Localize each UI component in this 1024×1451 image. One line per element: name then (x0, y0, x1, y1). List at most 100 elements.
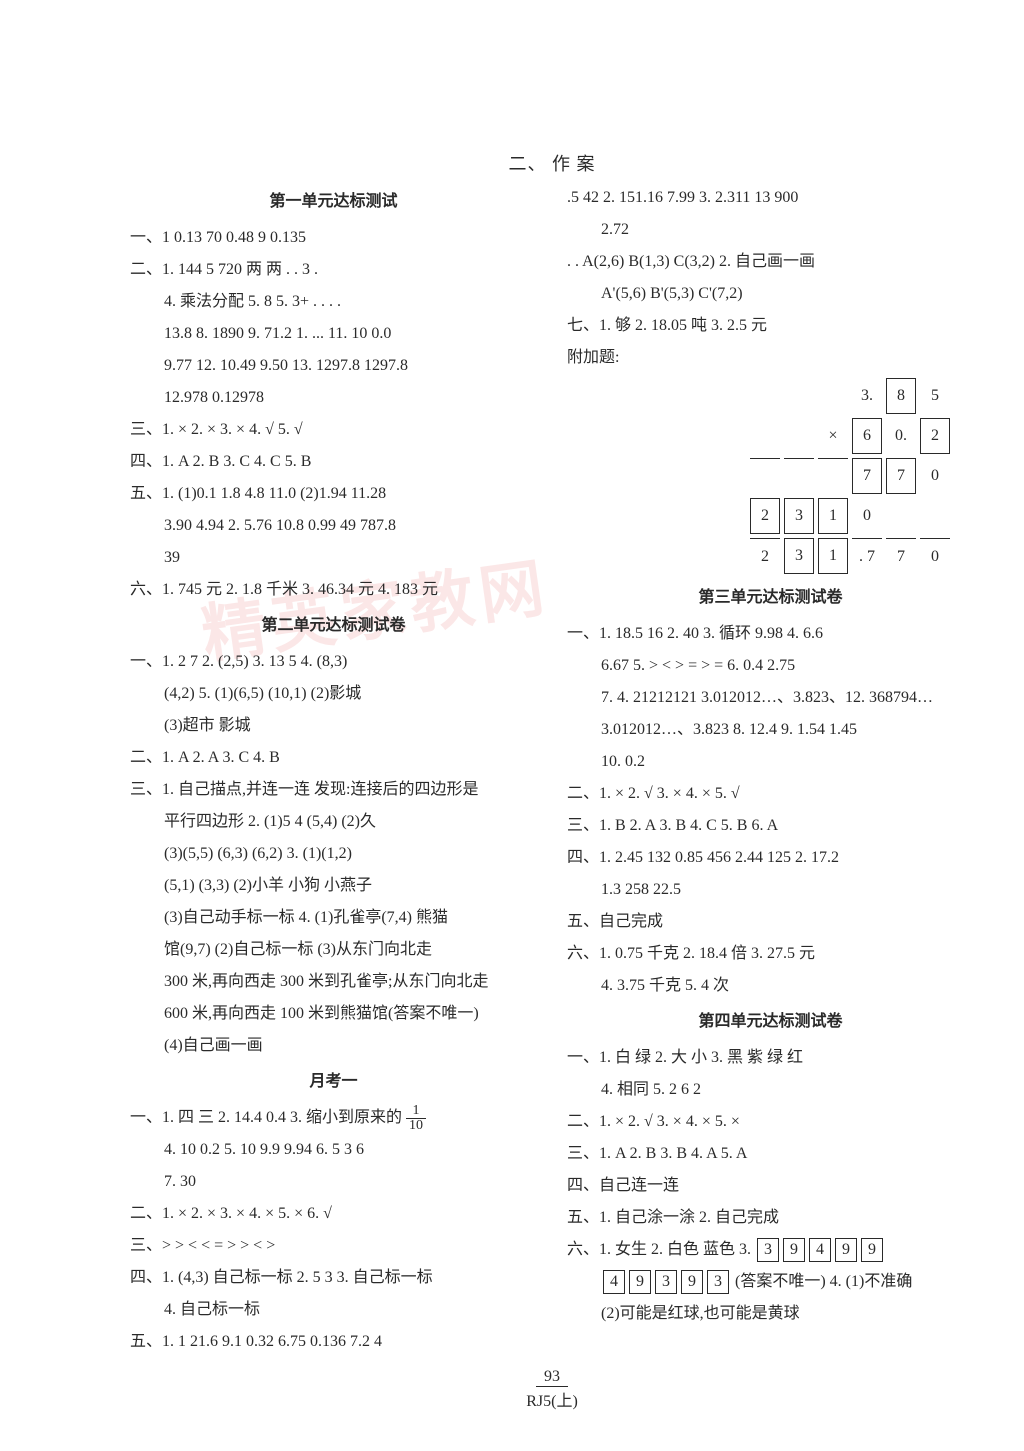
text-line: 12.978 0.12978 (130, 382, 537, 414)
text-line: 4. 3.75 千克 5. 4 次 (567, 970, 974, 1002)
digit-box: 9 (681, 1270, 703, 1294)
text-fragment: 一、1. 四 三 2. 14.4 0.4 3. 缩小到原来的 (130, 1109, 402, 1126)
text-line: 三、1. B 2. A 3. B 4. C 5. B 6. A (567, 810, 974, 842)
text-line: 1.3 258 22.5 (567, 874, 974, 906)
text-line: 五、1. 自己涂一涂 2. 自己完成 (567, 1202, 974, 1234)
text-line: 二、1. × 2. × 3. × 4. × 5. × 6. √ (130, 1198, 537, 1230)
cell: 2 (750, 538, 780, 574)
text-line: 7. 30 (130, 1166, 537, 1198)
text-fragment: 六、1. 女生 2. 白色 蓝色 3. (567, 1241, 751, 1258)
digit-box: 9 (629, 1270, 651, 1294)
text-line: 4. 乘法分配 5. 8 5. 3+ . . . . (130, 286, 537, 318)
text-line: (3)超市 影城 (130, 710, 537, 742)
cell: 0. (886, 418, 916, 454)
text-line: 四、自己连一连 (567, 1170, 974, 1202)
text-fragment: (答案不唯一) 4. (1)不准确 (735, 1273, 912, 1290)
text-line: 五、1. (1)0.1 1.8 4.8 11.0 (2)1.94 11.28 (130, 478, 537, 510)
page-footer: 93 RJ5(上) (130, 1368, 974, 1411)
cell (818, 378, 848, 414)
text-line: (3)(5,5) (6,3) (6,2) 3. (1)(1,2) (130, 838, 537, 870)
text-line: 三、1. × 2. × 3. × 4. √ 5. √ (130, 414, 537, 446)
text-line: A'(5,6) B'(5,3) C'(7,2) (567, 278, 974, 310)
text-line: 9.77 12. 10.49 9.50 13. 1297.8 1297.8 (130, 350, 537, 382)
unit1-title: 第一单元达标测试 (130, 186, 537, 218)
digit-box: 3 (655, 1270, 677, 1294)
text-line: .5 42 2. 151.16 7.99 3. 2.311 13 900 (567, 182, 974, 214)
cell-box: 3 (784, 538, 814, 574)
text-line: 六、1. 0.75 千克 2. 18.4 倍 3. 27.5 元 (567, 938, 974, 970)
text-line: 13.8 8. 1890 9. 71.2 1. ... 11. 10 0.0 (130, 318, 537, 350)
text-line: 一、1. 四 三 2. 14.4 0.4 3. 缩小到原来的 110 (130, 1102, 537, 1134)
unit2-title: 第二单元达标测试卷 (130, 610, 537, 642)
digit-box: 3 (757, 1238, 779, 1262)
monthly-title: 月考一 (130, 1066, 537, 1098)
cell (920, 498, 950, 534)
text-line: (4)自己画一画 (130, 1030, 537, 1062)
text-line: 6.67 5. > < > = > = 6. 0.4 2.75 (567, 650, 974, 682)
digit-box: 9 (835, 1238, 857, 1262)
text-line: 3.90 4.94 2. 5.76 10.8 0.99 49 787.8 (130, 510, 537, 542)
text-line: 4. 相同 5. 2 6 2 (567, 1074, 974, 1106)
cell (750, 458, 780, 494)
text-line: 二、1. × 2. √ 3. × 4. × 5. × (567, 1106, 974, 1138)
text-line: (2)可能是红球,也可能是黄球 (567, 1298, 974, 1330)
cell (818, 458, 848, 494)
text-line: 三、1. 自己描点,并连一连 发现:连接后的四边形是 (130, 774, 537, 806)
text-line: 2.72 (567, 214, 974, 246)
cell-box: 8 (886, 378, 916, 414)
text-line: 一、1. 白 绿 2. 大 小 3. 黑 紫 绿 红 (567, 1042, 974, 1074)
text-line: (3)自己动手标一标 4. (1)孔雀亭(7,4) 熊猫 (130, 902, 537, 934)
text-line: . . A(2,6) B(1,3) C(3,2) 2. 自己画一画 (567, 246, 974, 278)
content-columns: 第一单元达标测试 一、1 0.13 70 0.48 9 0.135 二、1. 1… (130, 182, 974, 1358)
text-line: 49393 (答案不唯一) 4. (1)不准确 (567, 1266, 974, 1298)
text-line: 一、1. 2 7 2. (2,5) 3. 13 5 4. (8,3) (130, 646, 537, 678)
cell: 0 (852, 498, 882, 534)
text-line: 附加题: (567, 342, 974, 374)
multiplication-work: 3. 8 5 × 6 0. 2 7 7 (746, 374, 954, 578)
text-line: 4. 自己标一标 (130, 1294, 537, 1326)
left-column: 第一单元达标测试 一、1 0.13 70 0.48 9 0.135 二、1. 1… (130, 182, 537, 1358)
page-number: 93 (536, 1368, 568, 1387)
text-line: 二、1. 144 5 720 两 两 . . 3 . (130, 254, 537, 286)
cell-box: 2 (750, 498, 780, 534)
text-line: 3.012012…、3.823 8. 12.4 9. 1.54 1.45 (567, 714, 974, 746)
text-line: 四、1. 2.45 132 0.85 456 2.44 125 2. 17.2 (567, 842, 974, 874)
digit-box: 9 (783, 1238, 805, 1262)
cell: 0 (920, 538, 950, 574)
text-line: 300 米,再向西走 300 米到孔雀亭;从东门向北走 (130, 966, 537, 998)
cell: 5 (920, 378, 950, 414)
text-line: 600 米,再向西走 100 米到熊猫馆(答案不唯一) (130, 998, 537, 1030)
text-line: 一、1 0.13 70 0.48 9 0.135 (130, 222, 537, 254)
fraction: 110 (406, 1104, 426, 1133)
cell: 0 (920, 458, 950, 494)
cell: 7 (886, 538, 916, 574)
text-line: 馆(9,7) (2)自己标一标 (3)从东门向北走 (130, 934, 537, 966)
digit-box: 4 (603, 1270, 625, 1294)
footer-label: RJ5(上) (526, 1393, 578, 1410)
cell: × (818, 418, 848, 454)
unit4-title: 第四单元达标测试卷 (567, 1006, 974, 1038)
cell-box: 3 (784, 498, 814, 534)
text-line: 二、1. × 2. √ 3. × 4. × 5. √ (567, 778, 974, 810)
text-line: 二、1. A 2. A 3. C 4. B (130, 742, 537, 774)
digit-box: 9 (861, 1238, 883, 1262)
text-line: 四、1. (4,3) 自己标一标 2. 5 3 3. 自己标一标 (130, 1262, 537, 1294)
cell-box: 6 (852, 418, 882, 454)
top-heading: 二、 作 案 (130, 150, 974, 176)
cell (784, 418, 814, 454)
text-line: 10. 0.2 (567, 746, 974, 778)
cell: 3. (852, 378, 882, 414)
cell-box: 7 (852, 458, 882, 494)
text-line: 4. 10 0.2 5. 10 9.9 9.94 6. 5 3 6 (130, 1134, 537, 1166)
text-line: 39 (130, 542, 537, 574)
digit-box: 4 (809, 1238, 831, 1262)
cell (784, 378, 814, 414)
text-line: 六、1. 745 元 2. 1.8 千米 3. 46.34 元 4. 183 元 (130, 574, 537, 606)
cell-box: 1 (818, 498, 848, 534)
text-line: 一、1. 18.5 16 2. 40 3. 循环 9.98 4. 6.6 (567, 618, 974, 650)
cell (750, 378, 780, 414)
text-line: 三、1. A 2. B 3. B 4. A 5. A (567, 1138, 974, 1170)
text-line: 五、自己完成 (567, 906, 974, 938)
text-line: 六、1. 女生 2. 白色 蓝色 3. 39499 (567, 1234, 974, 1266)
cell (886, 498, 916, 534)
